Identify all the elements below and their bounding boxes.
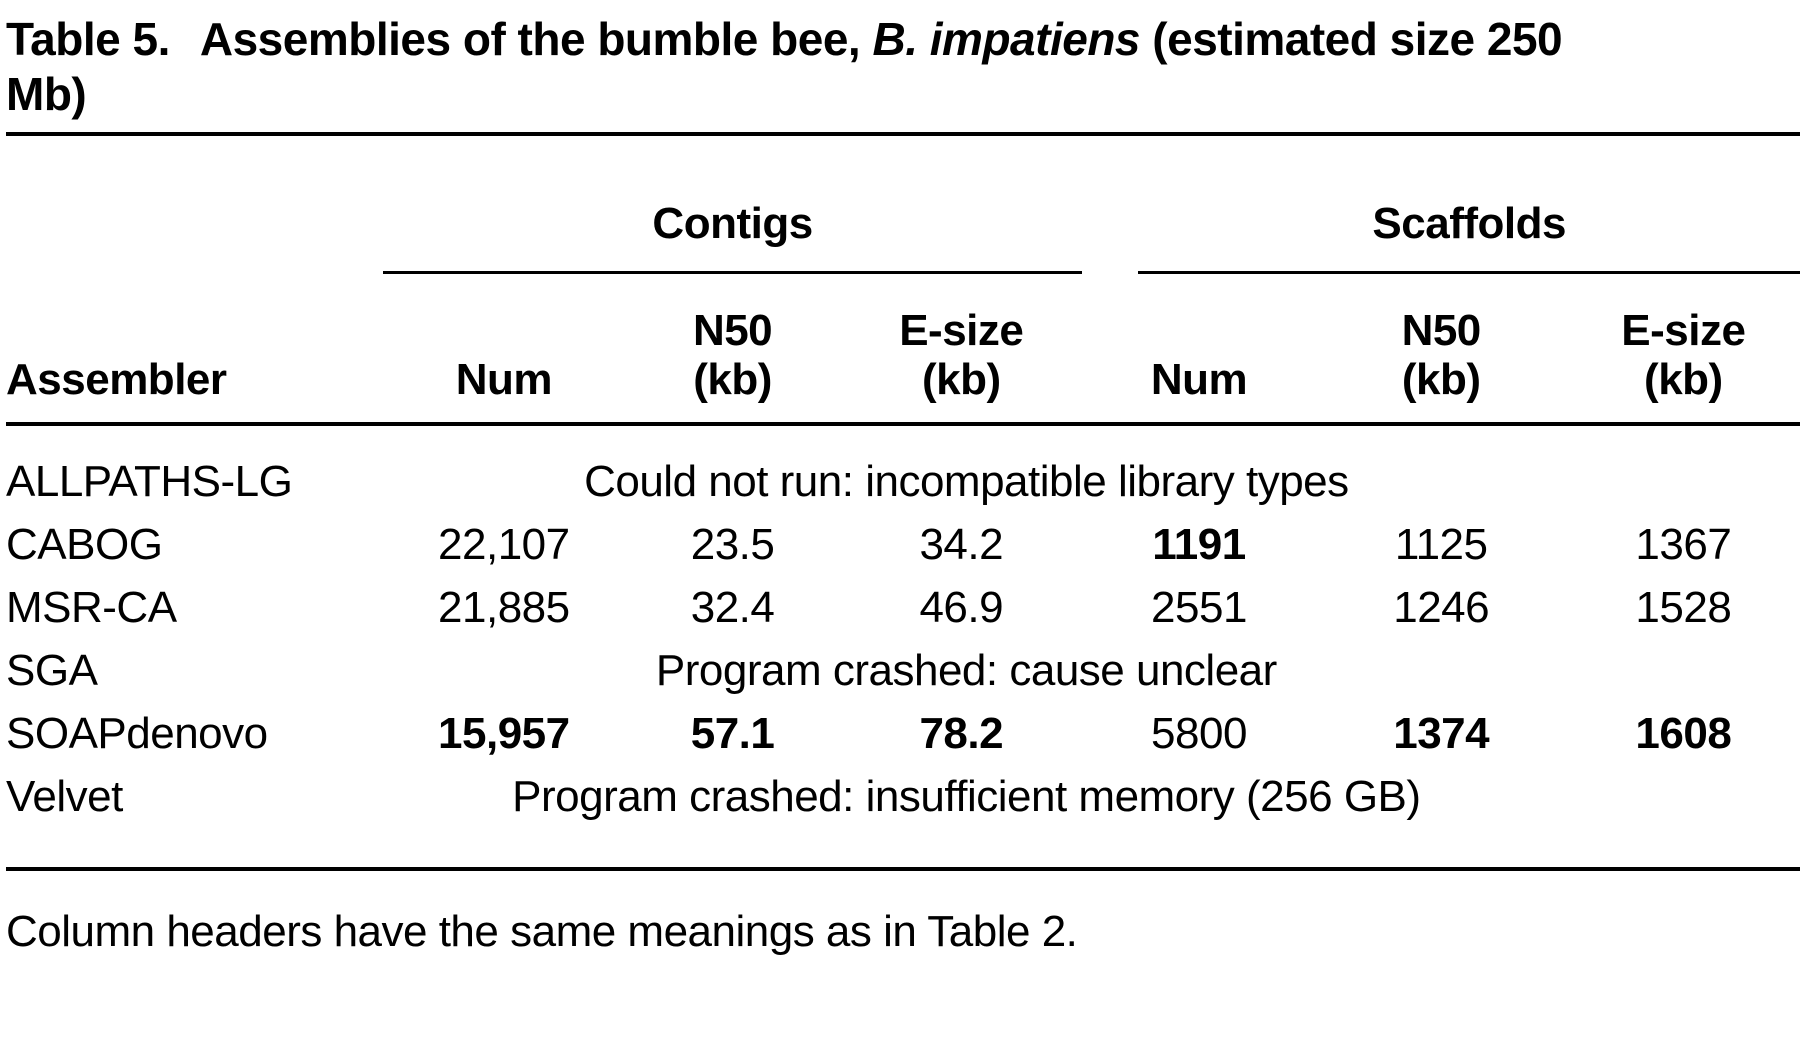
cell-value: 15,957 [438, 709, 570, 759]
cell-value: 1125 [1394, 520, 1488, 570]
column-header-contigs-esize: E-size (kb) [840, 274, 1083, 427]
table-row-cabog: CABOG 22,107 23.5 34.2 1191 1125 1367 [6, 514, 1800, 577]
cell-value: 1374 [1393, 709, 1490, 759]
column-group-contigs-label: Contigs [382, 199, 1083, 275]
cell-assembler: CABOG [6, 520, 163, 570]
column-header-scaffolds-num: Num [1082, 274, 1316, 427]
table-number: Table 5. [6, 13, 170, 65]
table-row-msr-ca: MSR-CA 21,885 32.4 46.9 2551 1246 1528 [6, 577, 1800, 640]
column-group-scaffolds-label: Scaffolds [1138, 199, 1800, 275]
caption-text-after: (estimated size 250 Mb) [6, 13, 1563, 121]
cell-value: 34.2 [919, 520, 1004, 570]
cell-run-message: Program crashed: cause unclear [655, 646, 1277, 696]
cell-assembler: SGA [6, 646, 98, 696]
table-caption: Table 5. Assemblies of the bumble bee, B.… [6, 12, 1606, 122]
column-header-contigs-num: Num [382, 274, 625, 427]
column-header-scaffolds-esize: E-size (kb) [1566, 274, 1800, 427]
cell-value: 1191 [1152, 520, 1246, 570]
cell-value: 78.2 [919, 709, 1004, 759]
table-row-sga: SGA Program crashed: cause unclear [6, 640, 1800, 703]
table-row-velvet: Velvet Program crashed: insufficient mem… [6, 766, 1800, 869]
cell-value: 23.5 [690, 520, 775, 570]
column-group-contigs: Contigs [382, 134, 1083, 275]
column-header-contigs-n50: N50 (kb) [624, 274, 841, 427]
cell-assembler: ALLPATHS-LG [6, 457, 293, 507]
table-footnote: Column headers have the same meanings as… [6, 907, 1078, 957]
assembly-results-table: Contigs Scaffolds Assembler Num N50 (kb)… [6, 132, 1800, 872]
cell-value: 1608 [1635, 709, 1732, 759]
cell-run-message: Could not run: incompatible library type… [584, 457, 1349, 507]
cell-value: 2551 [1151, 583, 1247, 633]
column-group-spacer [6, 134, 383, 274]
cell-assembler: SOAPdenovo [6, 709, 268, 759]
cell-value: 46.9 [919, 583, 1004, 633]
cell-value: 22,107 [438, 520, 570, 570]
column-group-scaffolds: Scaffolds [1082, 134, 1800, 275]
cell-value: 1367 [1635, 520, 1732, 570]
cell-value: 1246 [1393, 583, 1490, 633]
column-header-assembler: Assembler [6, 274, 383, 427]
column-header-scaffolds-n50: N50 (kb) [1315, 274, 1567, 427]
cell-value: 57.1 [690, 709, 775, 759]
cell-value: 1528 [1635, 583, 1732, 633]
table-header: Contigs Scaffolds Assembler Num N50 (kb)… [6, 134, 1800, 427]
cell-assembler: Velvet [6, 772, 123, 822]
column-group-row: Contigs Scaffolds [6, 134, 1800, 275]
table-body: ALLPATHS-LG Could not run: incompatible … [6, 424, 1800, 869]
caption-text: Assemblies of the bumble bee, [199, 13, 873, 65]
table-row-soapdenovo: SOAPdenovo 15,957 57.1 78.2 5800 1374 16… [6, 703, 1800, 766]
cell-value: 32.4 [690, 583, 775, 633]
table-row-allpaths-lg: ALLPATHS-LG Could not run: incompatible … [6, 424, 1800, 514]
cell-value: 21,885 [438, 583, 570, 633]
table-figure: Table 5. Assemblies of the bumble bee, B.… [6, 12, 1800, 957]
cell-value: 5800 [1151, 709, 1247, 759]
column-header-row: Assembler Num N50 (kb) E-size (kb) Num N… [6, 274, 1800, 427]
species-name: B. impatiens [872, 13, 1141, 65]
cell-run-message: Program crashed: insufficient memory (25… [512, 772, 1421, 822]
cell-assembler: MSR-CA [6, 583, 177, 633]
